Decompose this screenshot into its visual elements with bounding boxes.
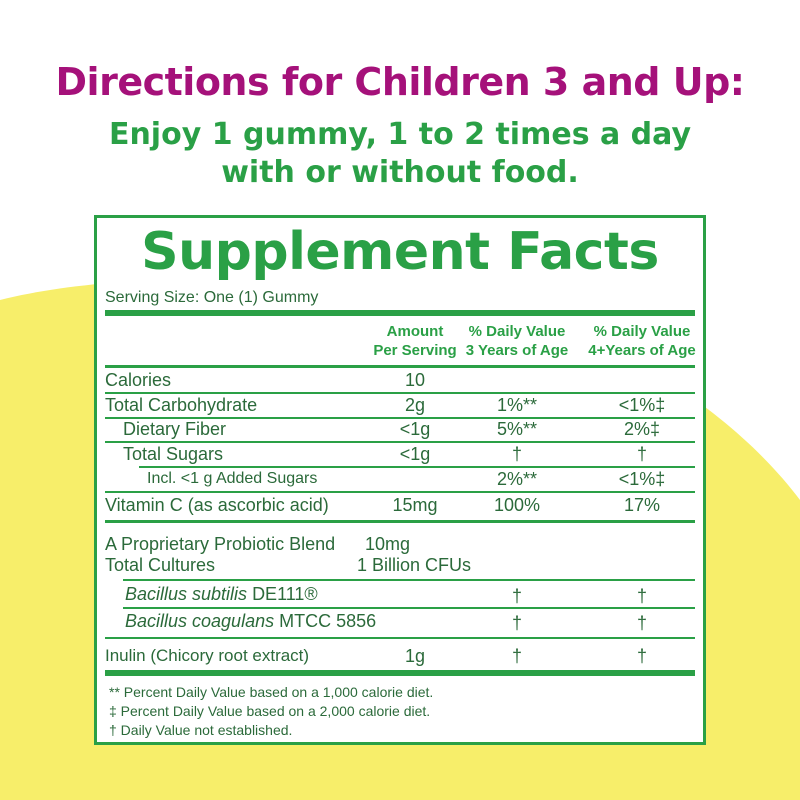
row-label: Total Carbohydrate — [105, 395, 258, 415]
row-amount: <1g — [399, 419, 431, 439]
row-amount: <1g — [399, 444, 431, 464]
strain-name: Bacillus coagulans — [125, 611, 275, 631]
directions-text: Enjoy 1 gummy, 1 to 2 times a day with o… — [0, 116, 800, 192]
header-line: 3 Years of Age — [465, 342, 569, 359]
row-dv-3yrs: 100% — [493, 495, 541, 515]
row-label: Calories — [105, 370, 172, 390]
strain-code: DE111® — [252, 584, 318, 604]
strain-dv-3yrs: † — [511, 586, 522, 606]
row-dv-4yrs: 17% — [623, 495, 661, 515]
strain-dv-4yrs: † — [636, 613, 647, 633]
footnote: † Daily Value not established. — [109, 722, 293, 738]
rule-thin — [105, 491, 695, 493]
row-label: Vitamin C (as ascorbic acid) — [105, 495, 329, 515]
rule-medium — [105, 520, 695, 523]
row-dv-4yrs: <1%‡ — [618, 469, 666, 489]
row-dv-3yrs: † — [511, 444, 522, 464]
inulin-dv-4yrs: † — [636, 646, 647, 666]
row-amount: 10 — [404, 370, 426, 390]
row-label: Incl. <1 g Added Sugars — [147, 470, 318, 487]
strain-row: Bacillus coagulans MTCC 5856 — [125, 611, 376, 631]
header-dv-4yrs: % Daily Value 4+Years of Age — [577, 322, 707, 360]
supplement-facts-panel: Supplement Facts Serving Size: One (1) G… — [94, 215, 706, 745]
inulin-amount: 1g — [404, 646, 426, 666]
row-label: Total Sugars — [123, 444, 224, 464]
blend-label: A Proprietary Probiotic Blend — [105, 534, 336, 554]
rule-thin — [105, 417, 695, 419]
header-line: % Daily Value — [593, 323, 691, 340]
inulin-dv-3yrs: † — [511, 646, 522, 666]
strain-name: Bacillus subtilis — [125, 584, 248, 604]
footnote: ** Percent Daily Value based on a 1,000 … — [109, 684, 434, 700]
row-dv-3yrs: 2%** — [496, 469, 538, 489]
row-label: Dietary Fiber — [123, 419, 227, 439]
cultures-amount: 1 Billion CFUs — [357, 555, 472, 575]
row-dv-4yrs: <1%‡ — [618, 395, 666, 415]
rule-thick — [105, 670, 695, 676]
header-line: % Daily Value — [468, 323, 566, 340]
header-amount: Amount Per Serving — [365, 322, 465, 360]
header-dv-3yrs: % Daily Value 3 Years of Age — [457, 322, 577, 360]
header-line: Per Serving — [373, 342, 457, 359]
directions-line: Enjoy 1 gummy, 1 to 2 times a day — [108, 117, 692, 152]
row-dv-3yrs: 1%** — [496, 395, 538, 415]
directions-heading: Directions for Children 3 and Up: — [55, 60, 745, 104]
rule-medium — [105, 365, 695, 368]
rule-thin — [105, 441, 695, 443]
rule-thin — [105, 392, 695, 394]
cultures-label: Total Cultures — [105, 555, 216, 575]
header-line: 4+Years of Age — [588, 342, 696, 359]
strain-dv-3yrs: † — [511, 613, 522, 633]
row-dv-4yrs: 2%‡ — [623, 419, 661, 439]
strain-row: Bacillus subtilis DE111® — [125, 584, 318, 604]
rule-thin — [105, 637, 695, 639]
blend-amount: 10mg — [365, 534, 411, 554]
row-amount: 15mg — [392, 495, 438, 515]
strain-dv-4yrs: † — [636, 586, 647, 606]
serving-size: Serving Size: One (1) Gummy — [105, 289, 319, 306]
directions-line: with or without food. — [221, 155, 579, 190]
rule-thin — [123, 579, 695, 581]
rule-thin — [123, 607, 695, 609]
facts-title: Supplement Facts — [141, 222, 659, 282]
header-line: Amount — [386, 323, 444, 340]
strain-code: MTCC 5856 — [279, 611, 377, 631]
inulin-label: Inulin (Chicory root extract) — [105, 646, 310, 665]
row-dv-3yrs: 5%** — [496, 419, 538, 439]
row-dv-4yrs: † — [636, 444, 647, 464]
footnote: ‡ Percent Daily Value based on a 2,000 c… — [109, 703, 431, 719]
row-amount: 2g — [404, 395, 426, 415]
rule-thick — [105, 310, 695, 316]
rule-thin — [139, 466, 695, 468]
